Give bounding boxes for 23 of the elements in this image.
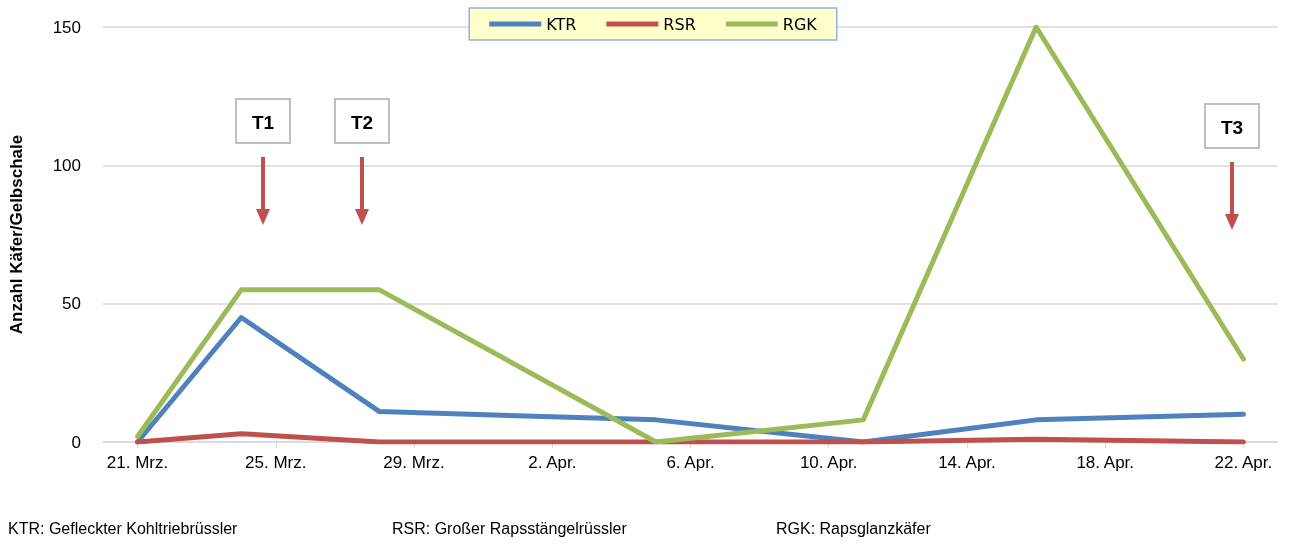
- x-tick-label: 25. Mrz.: [245, 453, 307, 472]
- text: KTR: Gefleckter Kohltriebrüssler: [8, 520, 239, 538]
- legend-label: RSR: [663, 14, 696, 34]
- y-tick-label: 150: [52, 17, 81, 37]
- y-tick-label: 0: [71, 432, 81, 452]
- x-tick-label: 2. Apr.: [528, 453, 577, 472]
- x-tick-label: 18. Apr.: [1076, 453, 1135, 472]
- text: RSR: Großer Rapsstängelrüssler: [392, 520, 628, 538]
- x-tick-label: 29. Mrz.: [383, 453, 445, 472]
- y-tick-label: 100: [52, 155, 81, 175]
- legend-label: RGK: [782, 14, 818, 34]
- x-tick-label: 14. Apr.: [938, 453, 996, 472]
- y-tick-label: 50: [62, 294, 81, 314]
- legend-label: KTR: [546, 14, 577, 34]
- x-tick-label: 21. Mrz.: [106, 453, 169, 472]
- x-tick-label: 22. Apr.: [1214, 453, 1273, 472]
- text: RGK: Rapsglanzkäfer: [776, 520, 932, 538]
- x-tick-label: 6. Apr.: [666, 453, 715, 472]
- annotation: T2: [334, 98, 390, 144]
- annotation: T3: [1204, 103, 1260, 149]
- y-axis-title: Anzahl Käfer/Gelbschale: [7, 134, 26, 335]
- annotation: T1: [235, 98, 291, 144]
- x-tick-label: 10. Apr.: [799, 453, 858, 472]
